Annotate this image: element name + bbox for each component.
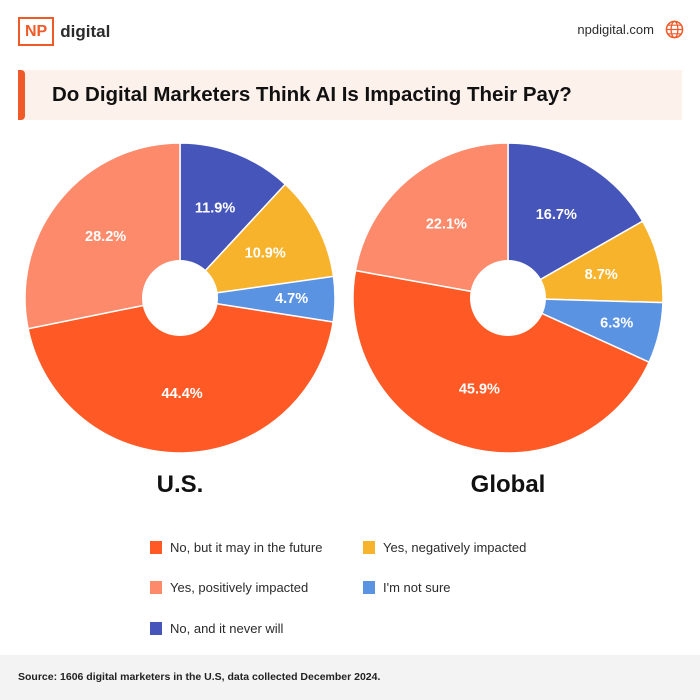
- us-label-yes-negative: 10.9%: [245, 246, 286, 262]
- legend-item-not-sure: I'm not sure: [363, 580, 451, 595]
- footer: Source: 1606 digital marketers in the U.…: [0, 655, 700, 700]
- us-slice-no-future: [27, 297, 334, 454]
- us-label-not-sure: 4.7%: [275, 291, 308, 307]
- legend-label-not-sure: I'm not sure: [383, 580, 451, 595]
- legend-label-no-future: No, but it may in the future: [170, 540, 323, 555]
- global-slice-no-future: [352, 269, 651, 454]
- legend-swatch-no-future: [150, 541, 162, 554]
- legend-item-yes-negative: Yes, negatively impacted: [363, 540, 526, 555]
- us-label-no-future: 44.4%: [162, 386, 203, 402]
- legend-swatch-yes-negative: [363, 541, 375, 554]
- us-donut-hole: [142, 260, 218, 336]
- global-chart-title: Global: [471, 471, 546, 498]
- us-label-yes-positive: 28.2%: [85, 229, 126, 245]
- us-chart-title: U.S.: [157, 471, 204, 498]
- us-slice-yes-positive: [24, 142, 181, 330]
- us-label-no-never: 11.9%: [195, 201, 235, 217]
- global-label-not-sure: 6.3%: [600, 315, 633, 331]
- logo-wordmark: digital: [60, 21, 111, 41]
- global-label-no-future: 45.9%: [459, 382, 500, 398]
- us-slice-yes-negative: [178, 183, 335, 300]
- us-slice-no-never: [179, 142, 287, 300]
- global-slice-yes-negative: [505, 220, 664, 304]
- legend-swatch-not-sure: [363, 581, 375, 594]
- legend-swatch-yes-positive: [150, 581, 162, 594]
- site-url[interactable]: npdigital.com: [577, 22, 654, 37]
- title-accent-bar: [18, 70, 25, 120]
- global-label-yes-negative: 8.7%: [585, 267, 618, 283]
- logo-np-box: NP: [18, 17, 55, 46]
- legend-label-yes-positive: Yes, positively impacted: [170, 580, 309, 595]
- charts-area: 11.9% 10.9% 4.7% 44.4% 28.2% U.S. 16.7% 8.7% 6.3…: [24, 142, 664, 498]
- legend-item-no-future: No, but it may in the future: [150, 540, 322, 555]
- legend-label-no-never: No, and it never will: [170, 621, 284, 636]
- legend: No, but it may in the future Yes, negati…: [0, 530, 700, 650]
- np-digital-logo[interactable]: NP digital: [18, 17, 110, 46]
- legend-label-yes-negative: Yes, negatively impacted: [383, 540, 527, 555]
- legend-swatch-no-never: [150, 622, 162, 635]
- legend-item-no-never: No, and it never will: [150, 621, 283, 636]
- source-note: Source: 1606 digital marketers in the U.…: [18, 671, 381, 683]
- legend-item-yes-positive: Yes, positively impacted: [150, 580, 308, 595]
- global-donut-hole: [470, 260, 546, 336]
- page-title: Do Digital Marketers Think AI Is Impacti…: [52, 83, 572, 106]
- globe-icon[interactable]: [665, 20, 684, 39]
- global-slice-no-never: [507, 142, 644, 300]
- global-label-yes-positive: 22.1%: [426, 216, 467, 232]
- global-slice-yes-positive: [354, 142, 509, 299]
- global-label-no-never: 16.7%: [536, 207, 577, 223]
- title-band: Do Digital Marketers Think AI Is Impacti…: [18, 70, 682, 120]
